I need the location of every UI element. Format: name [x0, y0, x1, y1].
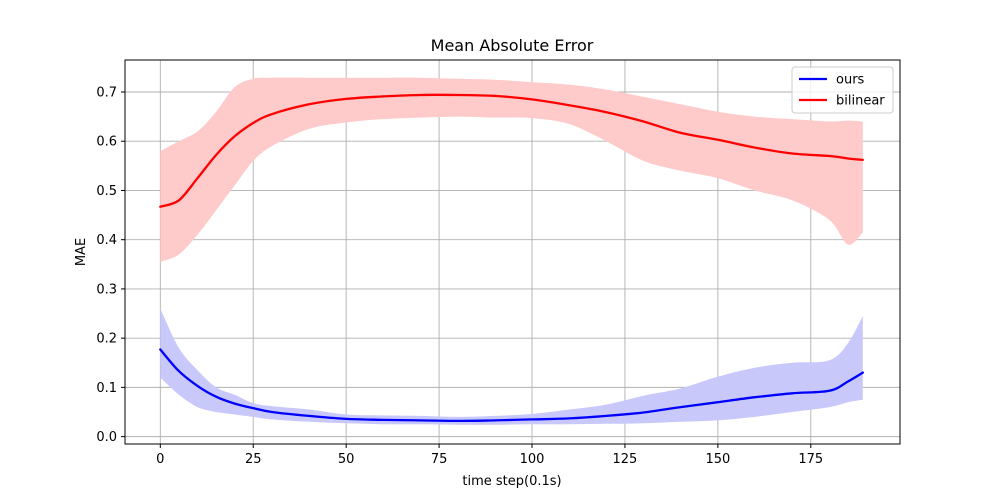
plot-frame — [124, 59, 901, 445]
x-tick-label: 50 — [338, 452, 355, 467]
y-tick-label: 0.4 — [96, 233, 117, 248]
y-axis-label: MAE — [74, 238, 89, 266]
series-ours-line — [159, 348, 864, 423]
x-tick-label: 75 — [431, 452, 448, 467]
chart-title: Mean Absolute Error — [431, 36, 594, 55]
x-tick-label: 150 — [705, 452, 730, 467]
tick-layer: 0 25 50 75 100 125 150 175 0.0 0.1 0.2 0.3 0.4 0.5 0.6… — [96, 86, 823, 468]
legend-label-bilinear: bilinear — [836, 94, 885, 109]
x-tick-label: 25 — [245, 452, 262, 467]
y-tick-label: 0.6 — [96, 135, 117, 150]
band-layer — [160, 77, 863, 425]
x-tick-label: 0 — [156, 452, 164, 467]
y-tick-label: 0.1 — [96, 381, 117, 396]
x-tick-label: 175 — [798, 452, 823, 467]
y-tick-label: 0.2 — [96, 332, 117, 347]
y-tick-label: 0.0 — [96, 430, 117, 445]
y-tick-label: 0.3 — [96, 282, 117, 297]
line-layer — [159, 93, 864, 423]
series-bilinear-line — [159, 93, 864, 208]
x-tick-label: 125 — [613, 452, 638, 467]
legend: ours bilinear — [791, 66, 894, 114]
y-tick-label: 0.5 — [96, 184, 117, 199]
series-bilinear-band — [160, 77, 863, 262]
legend-label-ours: ours — [836, 73, 865, 88]
x-tick-label: 100 — [520, 452, 545, 467]
y-tick-label: 0.7 — [96, 86, 117, 101]
x-axis-label: time step(0.1s) — [462, 474, 561, 489]
series-ours-band — [160, 308, 863, 425]
